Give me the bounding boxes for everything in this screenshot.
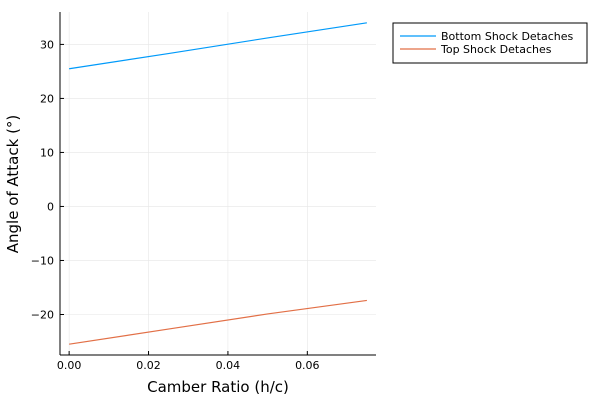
y-tick-label: 10 [40,146,54,159]
x-tick-label: 0.02 [136,359,161,372]
series-line-0 [69,22,367,70]
legend-box [392,22,588,64]
grid-lines [60,12,376,355]
ticks: 0.00 0.02 0.04 0.06 −20 −10 0 10 20 30 [31,38,320,372]
legend-label-top-shock: Top Shock Detaches [440,43,552,56]
series-line-1 [69,299,367,345]
legend: Bottom Shock Detaches Top Shock Detaches [392,22,588,64]
y-axis-label: Angle of Attack (°) [4,115,22,254]
x-tick-label: 0.00 [57,359,82,372]
y-tick-label: −10 [31,254,54,267]
y-tick-label: 30 [40,38,54,51]
x-axis-label: Camber Ratio (h/c) [147,378,289,396]
legend-label-bottom-shock: Bottom Shock Detaches [441,30,574,43]
y-tick-label: 20 [40,92,54,105]
series-layer [69,22,367,345]
x-tick-label: 0.06 [295,359,320,372]
axes [59,12,376,356]
y-tick-label: −20 [31,308,54,321]
y-tick-label: 0 [47,200,54,213]
x-tick-label: 0.04 [216,359,241,372]
